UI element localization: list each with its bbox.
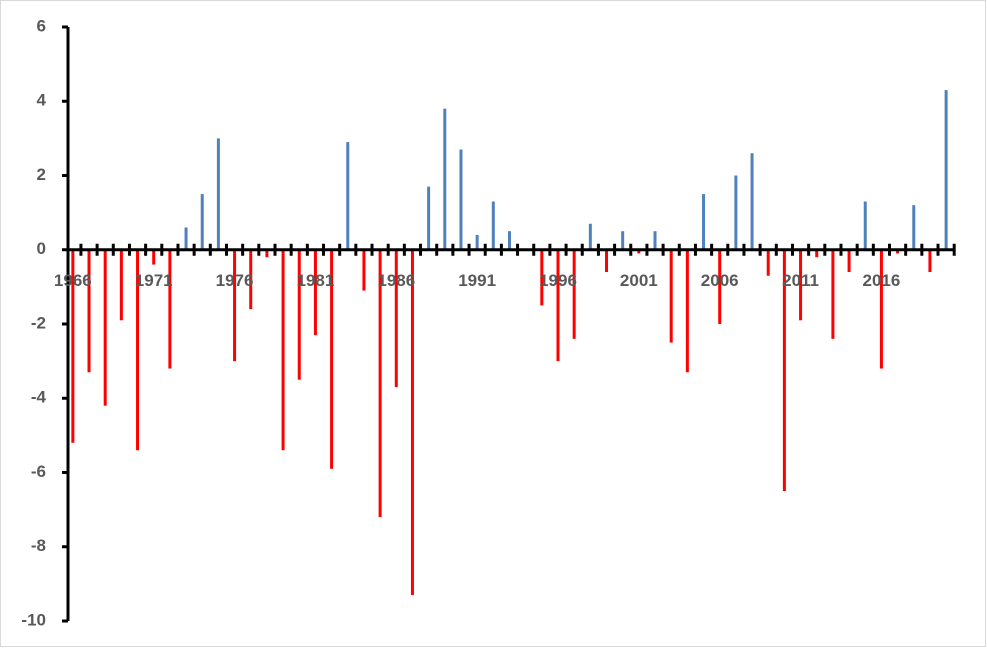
bar bbox=[281, 249, 285, 451]
bar bbox=[928, 249, 932, 273]
bar bbox=[362, 249, 366, 291]
bar bbox=[734, 175, 738, 250]
bar bbox=[459, 149, 463, 250]
x-tick-label: 1986 bbox=[377, 271, 415, 290]
bar bbox=[831, 249, 835, 339]
x-tick-label: 2011 bbox=[782, 271, 819, 290]
bar bbox=[427, 186, 431, 250]
bar bbox=[200, 194, 204, 250]
bar bbox=[718, 249, 722, 324]
bar bbox=[378, 249, 382, 518]
bar bbox=[443, 108, 447, 250]
bar bbox=[896, 249, 900, 254]
bar bbox=[847, 249, 851, 273]
x-tick-label: 1991 bbox=[458, 271, 496, 290]
bar bbox=[410, 249, 414, 596]
bar bbox=[766, 249, 770, 276]
bar bbox=[346, 142, 350, 250]
bar bbox=[588, 223, 592, 250]
x-tick-label: 2016 bbox=[863, 271, 901, 290]
y-tick-label: -8 bbox=[31, 536, 46, 555]
bar bbox=[863, 201, 867, 250]
x-tick-label: 1971 bbox=[135, 271, 173, 290]
bar bbox=[313, 249, 317, 336]
bar bbox=[782, 249, 786, 492]
y-tick-label: 2 bbox=[37, 165, 46, 184]
bar bbox=[265, 249, 269, 258]
x-tick-label: 2001 bbox=[620, 271, 658, 290]
x-tick-label: 1996 bbox=[539, 271, 577, 290]
bar bbox=[815, 249, 819, 258]
x-tick-label: 1966 bbox=[54, 271, 92, 290]
bar bbox=[330, 249, 334, 469]
bar bbox=[799, 249, 803, 321]
bar bbox=[540, 249, 544, 306]
bar bbox=[168, 249, 172, 369]
bar bbox=[297, 249, 301, 380]
bar bbox=[87, 249, 91, 373]
bar bbox=[394, 249, 398, 388]
bar bbox=[71, 249, 75, 443]
bar bbox=[637, 249, 641, 254]
bar bbox=[702, 194, 706, 250]
bar bbox=[605, 249, 609, 273]
y-tick-label: -4 bbox=[31, 388, 47, 407]
bar bbox=[556, 249, 560, 362]
bar bbox=[944, 90, 948, 250]
y-tick-label: -6 bbox=[31, 462, 46, 481]
bar bbox=[184, 227, 188, 250]
x-tick-label: 2006 bbox=[701, 271, 739, 290]
bar bbox=[491, 201, 495, 250]
bar bbox=[572, 249, 576, 339]
bar bbox=[669, 249, 673, 343]
bar bbox=[216, 138, 220, 250]
y-tick-label: 0 bbox=[37, 239, 46, 258]
bar bbox=[249, 249, 253, 310]
bar bbox=[653, 231, 657, 250]
x-tick-label: 1976 bbox=[216, 271, 254, 290]
bar bbox=[152, 249, 156, 265]
bar bbox=[507, 231, 511, 250]
x-tick-label: 1981 bbox=[297, 271, 335, 290]
bar bbox=[621, 231, 625, 250]
bar bbox=[685, 249, 689, 373]
bar bbox=[119, 249, 123, 321]
y-tick-label: -10 bbox=[21, 610, 46, 629]
bar bbox=[136, 249, 140, 451]
y-tick-label: -2 bbox=[31, 313, 46, 332]
bar bbox=[233, 249, 237, 362]
y-tick-label: 6 bbox=[37, 16, 46, 35]
bar bbox=[879, 249, 883, 369]
bar bbox=[750, 153, 754, 250]
bar bbox=[103, 249, 107, 406]
bar bbox=[475, 234, 479, 250]
y-tick-label: 4 bbox=[37, 91, 47, 110]
bar bbox=[912, 205, 916, 250]
